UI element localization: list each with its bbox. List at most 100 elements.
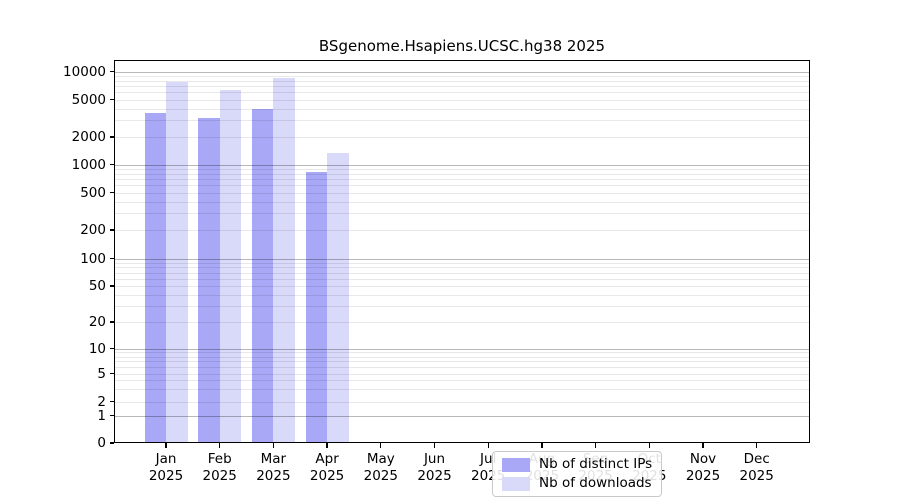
minor-gridline-5 xyxy=(114,373,810,375)
minor-gridline-2 xyxy=(114,401,810,403)
x-tick-mark-jun xyxy=(433,443,436,448)
y-tick-label-100: 100 xyxy=(80,250,106,267)
legend: Nb of distinct IPs Nb of downloads xyxy=(492,451,663,497)
legend-label-distinct-ips: Nb of distinct IPs xyxy=(539,456,653,472)
minor-gridline-4000 xyxy=(114,108,810,110)
y-tick-label-5000: 5000 xyxy=(71,91,106,108)
x-tick-label-apr: Apr 2025 xyxy=(309,451,345,484)
bar-distinct-ips-feb xyxy=(198,117,220,443)
legend-item-distinct-ips: Nb of distinct IPs xyxy=(502,457,652,472)
minor-gridline-50 xyxy=(114,286,810,287)
minor-gridline-800 xyxy=(114,173,810,175)
y-tick-mark-1 xyxy=(109,414,114,417)
minor-gridline-60 xyxy=(114,278,810,280)
y-tick-label-50: 50 xyxy=(88,278,106,294)
major-gridline-100 xyxy=(114,258,810,260)
x-tick-label-jan: Jan 2025 xyxy=(148,451,184,484)
minor-gridline-300 xyxy=(114,213,810,215)
minor-gridline-600 xyxy=(114,185,810,187)
y-tick-mark-5000 xyxy=(109,98,114,101)
minor-gridline-3000 xyxy=(114,120,810,122)
legend-swatch-distinct-ips xyxy=(502,457,530,472)
x-tick-label-dec: Dec 2025 xyxy=(739,451,774,484)
y-tick-mark-1000 xyxy=(109,163,114,166)
x-tick-mark-dec xyxy=(756,443,758,448)
y-tick-mark-10000 xyxy=(109,70,114,73)
x-tick-mark-jan xyxy=(165,443,167,448)
y-tick-mark-20 xyxy=(109,321,114,323)
minor-gridline-700 xyxy=(114,178,810,180)
minor-gridline-500 xyxy=(114,192,810,194)
minor-gridline-7 xyxy=(114,361,810,363)
legend-swatch-downloads xyxy=(502,476,530,491)
minor-gridline-9000 xyxy=(114,75,810,77)
x-tick-mark-aug xyxy=(541,443,543,448)
y-tick-label-2000: 2000 xyxy=(71,129,106,145)
y-tick-mark-100 xyxy=(109,257,114,260)
minor-gridline-7000 xyxy=(114,85,810,87)
minor-gridline-4 xyxy=(114,380,810,382)
bar-downloads-feb xyxy=(219,89,242,443)
minor-gridline-20 xyxy=(114,322,810,323)
x-tick-label-mar: Mar 2025 xyxy=(256,451,291,484)
bar-distinct-ips-mar xyxy=(251,108,274,443)
y-tick-label-5: 5 xyxy=(97,365,106,382)
legend-label-downloads: Nb of downloads xyxy=(539,475,652,491)
x-tick-mark-nov xyxy=(702,443,704,448)
minor-gridline-400 xyxy=(114,201,810,203)
minor-gridline-8 xyxy=(114,356,810,358)
y-tick-mark-500 xyxy=(109,191,114,194)
x-tick-label-nov: Nov 2025 xyxy=(685,451,721,484)
major-gridline-10 xyxy=(114,348,810,350)
y-tick-mark-5 xyxy=(109,372,114,375)
y-tick-mark-200 xyxy=(109,229,114,231)
chart-title: BSgenome.Hsapiens.UCSC.hg38 2025 xyxy=(318,37,606,55)
minor-gridline-8000 xyxy=(114,80,810,82)
y-tick-mark-2 xyxy=(109,400,114,403)
y-tick-label-2: 2 xyxy=(97,393,106,410)
minor-gridline-900 xyxy=(114,168,810,170)
plot-area: Nb of distinct IPs Nb of downloads xyxy=(114,60,810,497)
y-tick-label-200: 200 xyxy=(80,222,106,238)
minor-gridline-9 xyxy=(114,352,810,354)
y-tick-label-10000: 10000 xyxy=(63,63,106,80)
y-tick-mark-50 xyxy=(109,285,114,287)
minor-gridline-5000 xyxy=(114,99,810,101)
minor-gridline-80 xyxy=(114,267,810,269)
x-tick-mark-feb xyxy=(219,443,221,448)
bar-downloads-apr xyxy=(327,153,349,443)
bar-downloads-jan xyxy=(166,82,188,443)
minor-gridline-70 xyxy=(114,272,810,274)
x-tick-mark-may xyxy=(380,443,382,448)
bar-distinct-ips-jan xyxy=(144,112,166,443)
legend-item-downloads: Nb of downloads xyxy=(502,476,652,491)
bar-distinct-ips-apr xyxy=(305,171,328,443)
y-tick-label-1: 1 xyxy=(97,407,106,424)
minor-gridline-6000 xyxy=(114,92,810,94)
minor-gridline-2000 xyxy=(114,137,810,138)
minor-gridline-40 xyxy=(114,294,810,296)
minor-gridline-3 xyxy=(114,389,810,391)
y-tick-label-20: 20 xyxy=(88,314,106,330)
y-tick-mark-2000 xyxy=(109,136,114,138)
y-tick-mark-0 xyxy=(109,442,114,444)
y-tick-label-1000: 1000 xyxy=(71,156,106,173)
major-gridline-1000 xyxy=(114,164,810,166)
x-tick-label-feb: Feb 2025 xyxy=(202,451,237,484)
bar-downloads-mar xyxy=(273,78,295,443)
y-tick-label-0: 0 xyxy=(97,435,106,451)
y-tick-label-500: 500 xyxy=(80,184,106,201)
minor-gridline-6 xyxy=(114,366,810,368)
minor-gridline-30 xyxy=(114,306,810,308)
x-tick-mark-jul xyxy=(487,443,489,448)
major-gridline-1 xyxy=(114,415,810,417)
y-tick-label-10: 10 xyxy=(88,340,106,357)
x-tick-label-jun: Jun 2025 xyxy=(417,451,452,484)
x-tick-mark-oct xyxy=(648,443,650,448)
x-tick-mark-mar xyxy=(272,443,275,448)
x-tick-label-may: May 2025 xyxy=(363,451,398,484)
x-tick-mark-sep xyxy=(594,443,597,448)
major-gridline-10000 xyxy=(114,71,810,73)
minor-gridline-90 xyxy=(114,262,810,264)
